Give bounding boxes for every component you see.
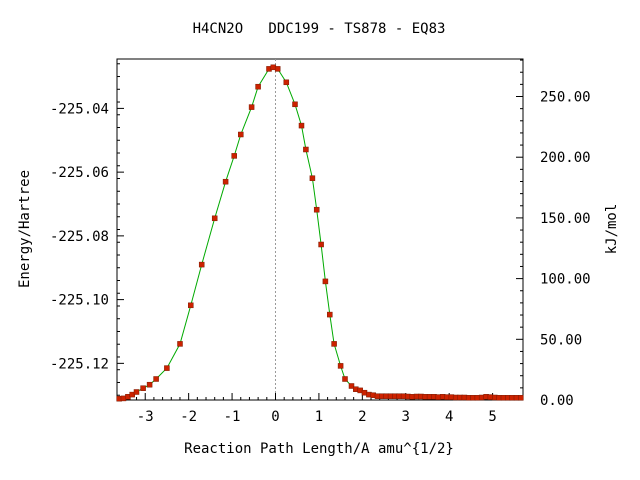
ticks-layer: -3 -2 -1 0 1 2 3 4 5 -225.04 -225.06 -225.08 -225.10… [50, 59, 591, 425]
y-tick-label: -225.12 [50, 356, 109, 372]
data-point [309, 175, 316, 181]
data-point [283, 79, 290, 86]
data-point [327, 311, 333, 318]
data-point [255, 83, 261, 90]
y2-tick-label: 0.00 [540, 393, 574, 409]
data-point [342, 376, 348, 382]
y-tick-label: -225.06 [50, 165, 109, 181]
data-point [313, 206, 320, 213]
data-point [318, 241, 324, 248]
y2-tick-label: 200.00 [540, 150, 591, 166]
plot-frame [116, 58, 524, 401]
data-point [231, 153, 237, 159]
data-point [140, 385, 146, 391]
data-point [188, 302, 194, 309]
data-point [292, 101, 298, 108]
data-point [348, 383, 355, 389]
series-layer [116, 64, 524, 402]
data-point [337, 363, 344, 369]
y2-tick-label: 150.00 [540, 211, 591, 227]
y2-tick-label: 250.00 [540, 90, 591, 106]
y-tick-label: -225.04 [50, 101, 109, 117]
x-tick-label: -1 [224, 409, 241, 425]
data-point [303, 146, 309, 153]
y2-tick-label: 50.00 [540, 332, 582, 348]
data-point [322, 278, 329, 285]
data-point [146, 381, 153, 388]
data-point [298, 122, 305, 129]
x-tick-label: -3 [137, 409, 154, 425]
x-tick-label: 3 [402, 409, 410, 425]
y-tick-label: -225.08 [50, 229, 109, 245]
data-point [331, 341, 337, 347]
y2-axis-label: kJ/mol [604, 204, 620, 255]
data-point [211, 215, 218, 222]
y-tick-label: -225.10 [50, 293, 109, 309]
data-point [133, 389, 140, 395]
data-point [198, 261, 205, 268]
x-tick-label: 5 [488, 409, 496, 425]
x-tick-label: 4 [445, 409, 453, 425]
x-tick-label: -2 [180, 409, 197, 425]
data-point [222, 178, 229, 185]
y2-tick-label: 100.00 [540, 272, 591, 288]
y-axis-label: Energy/Hartree [17, 170, 33, 288]
data-point [518, 395, 524, 401]
data-point [153, 376, 159, 382]
data-point [177, 341, 183, 347]
chart-title: H4CN2O DDC199 - TS878 - EQ83 [193, 21, 446, 37]
data-point [274, 66, 281, 72]
x-axis-label: Reaction Path Length/A amu^{1/2} [184, 441, 454, 457]
x-tick-label: 1 [315, 409, 323, 425]
data-point [248, 104, 255, 110]
x-tick-label: 2 [358, 409, 366, 425]
data-point [164, 365, 170, 371]
data-point [238, 131, 244, 138]
x-tick-label: 0 [271, 409, 279, 425]
energy-curve [119, 66, 521, 400]
